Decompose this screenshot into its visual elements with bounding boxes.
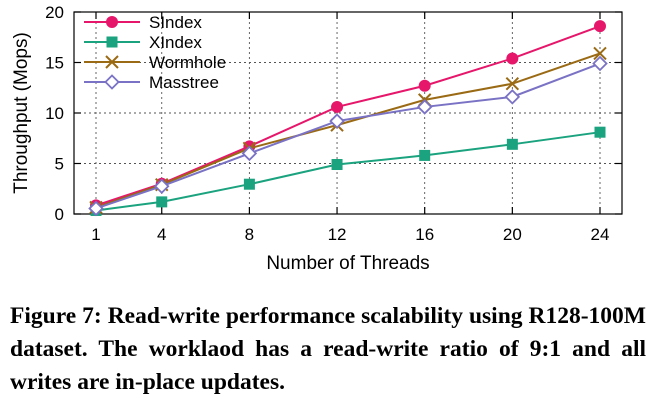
legend-entry: SIndex	[84, 13, 202, 32]
figure-caption: Figure 7: Read-write performance scalabi…	[10, 303, 646, 395]
x-tick-label: 8	[245, 225, 254, 244]
y-tick-label: 10	[45, 104, 64, 123]
data-point	[105, 55, 119, 69]
data-point	[331, 100, 344, 113]
data-point	[594, 20, 606, 33]
data-point	[506, 52, 519, 65]
data-point	[329, 113, 345, 129]
legend-label: SIndex	[149, 13, 202, 32]
x-tick-label: 4	[157, 225, 166, 244]
legend-entry: Wormhole	[84, 53, 226, 72]
x-tick-label: 12	[328, 225, 347, 244]
y-tick-label: 5	[55, 155, 64, 174]
x-tick-label: 20	[503, 225, 522, 244]
data-point	[594, 126, 606, 138]
x-axis-title: Number of Threads	[266, 253, 429, 274]
data-point	[106, 36, 118, 48]
data-point	[416, 99, 433, 115]
x-tick-label: 16	[415, 225, 434, 244]
data-point	[243, 178, 255, 190]
data-point	[419, 149, 431, 161]
data-point	[88, 200, 104, 217]
data-point	[156, 196, 168, 208]
series-masstree	[88, 55, 608, 217]
y-tick-label: 0	[55, 205, 64, 224]
grid	[74, 12, 622, 214]
legend-label: Wormhole	[149, 53, 226, 72]
data-point	[592, 55, 608, 72]
x-tick-label: 24	[591, 225, 610, 244]
legend-entry: Masstree	[84, 73, 219, 92]
series-layer	[88, 20, 608, 217]
data-point	[504, 89, 521, 105]
data-point	[418, 79, 431, 92]
data-point	[506, 138, 518, 150]
y-axis-title: Throughput (Mops)	[11, 32, 32, 194]
data-point	[505, 77, 520, 91]
data-point	[153, 178, 170, 194]
legend-entry: XIndex	[84, 33, 202, 52]
y-tick-label: 20	[45, 3, 64, 22]
data-point	[241, 145, 258, 162]
series-xindex	[90, 126, 606, 216]
data-point	[593, 46, 607, 61]
legend-label: Masstree	[149, 73, 219, 92]
data-point	[331, 159, 343, 171]
legend-label: XIndex	[149, 33, 202, 52]
x-tick-label: 1	[91, 225, 100, 244]
data-point	[104, 74, 120, 90]
y-tick-label: 15	[45, 54, 64, 73]
series-line	[95, 131, 601, 212]
data-point	[106, 16, 118, 28]
